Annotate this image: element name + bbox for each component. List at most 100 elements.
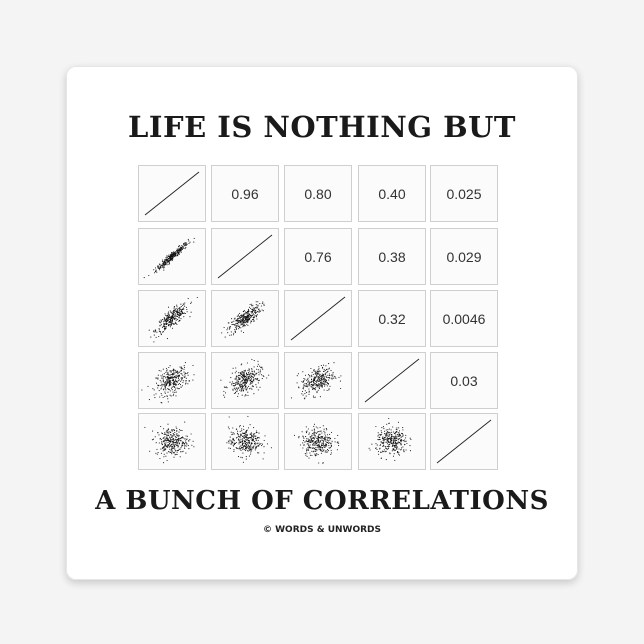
data-point — [299, 444, 301, 446]
data-point — [240, 316, 242, 318]
data-point — [263, 303, 265, 305]
data-point — [250, 314, 252, 316]
data-point — [262, 301, 264, 303]
data-point — [175, 319, 177, 321]
data-point — [256, 386, 258, 388]
data-point — [389, 453, 391, 455]
data-point — [161, 432, 163, 434]
data-point — [323, 383, 325, 385]
data-point — [253, 375, 255, 377]
data-point — [168, 318, 170, 321]
data-point — [183, 308, 185, 310]
data-point — [235, 441, 237, 444]
data-point — [252, 319, 254, 321]
correlation-value: 0.80 — [304, 185, 332, 202]
data-point — [155, 442, 157, 444]
data-point — [170, 324, 172, 327]
data-point — [184, 372, 186, 374]
correlation-cell: 0.03 — [430, 352, 498, 409]
data-point — [170, 395, 172, 397]
data-point — [261, 367, 263, 369]
data-point — [389, 443, 391, 445]
data-point — [384, 446, 387, 448]
data-point — [383, 438, 385, 440]
data-point — [242, 438, 244, 440]
data-point — [241, 394, 243, 396]
data-point — [328, 447, 330, 449]
data-point — [242, 385, 244, 387]
data-point — [320, 384, 322, 386]
correlation-value: 0.029 — [446, 248, 482, 265]
data-point — [248, 368, 250, 370]
data-point — [308, 390, 310, 392]
data-point — [180, 249, 182, 251]
data-point — [166, 379, 168, 381]
data-point — [240, 445, 242, 447]
data-point — [245, 430, 247, 432]
data-point — [246, 313, 248, 315]
data-point — [245, 321, 248, 323]
data-point — [388, 441, 390, 443]
data-point — [244, 435, 246, 437]
data-point — [239, 321, 241, 323]
data-point — [256, 306, 258, 308]
data-point — [176, 323, 178, 326]
data-point — [320, 436, 322, 438]
data-point — [327, 451, 329, 453]
data-point — [235, 326, 237, 328]
data-point — [233, 392, 235, 394]
data-point — [380, 430, 382, 432]
data-point — [176, 311, 178, 313]
data-point — [239, 371, 241, 374]
data-point — [184, 362, 186, 364]
data-point — [318, 380, 320, 382]
data-point — [375, 425, 377, 428]
data-point — [263, 446, 265, 448]
data-point — [323, 446, 325, 448]
data-point — [301, 393, 303, 395]
data-point — [315, 444, 317, 446]
data-point — [156, 331, 158, 333]
data-point — [183, 312, 185, 314]
data-point — [167, 319, 169, 321]
data-point — [242, 378, 244, 380]
data-point — [334, 441, 336, 443]
data-point — [317, 378, 319, 380]
data-point — [270, 447, 272, 449]
data-point — [227, 322, 229, 324]
data-point — [387, 445, 389, 448]
data-point — [259, 372, 261, 374]
data-point — [253, 320, 255, 322]
scatter-cell — [138, 228, 206, 285]
data-point — [237, 379, 239, 381]
data-point — [176, 442, 178, 444]
data-point — [164, 438, 166, 440]
data-point — [174, 391, 176, 394]
data-point — [409, 450, 412, 452]
data-point — [167, 312, 169, 314]
data-point — [173, 309, 175, 311]
scatter-cell — [211, 413, 279, 470]
data-point — [325, 443, 327, 445]
data-point — [403, 451, 405, 453]
data-point — [256, 365, 259, 367]
data-point — [262, 368, 264, 370]
data-point — [314, 382, 316, 385]
data-point — [340, 387, 342, 390]
data-point — [244, 441, 247, 443]
data-point — [247, 310, 249, 312]
data-point — [149, 450, 151, 452]
data-point — [174, 321, 176, 323]
data-point — [162, 368, 164, 370]
data-point — [298, 386, 300, 388]
data-point — [248, 315, 250, 317]
data-point — [324, 433, 326, 435]
data-point — [235, 378, 237, 380]
data-point — [157, 266, 159, 268]
data-point — [158, 329, 160, 331]
data-point — [409, 445, 411, 447]
data-point — [167, 306, 170, 308]
data-point — [323, 440, 325, 442]
data-point — [239, 438, 241, 440]
data-point — [394, 449, 397, 451]
